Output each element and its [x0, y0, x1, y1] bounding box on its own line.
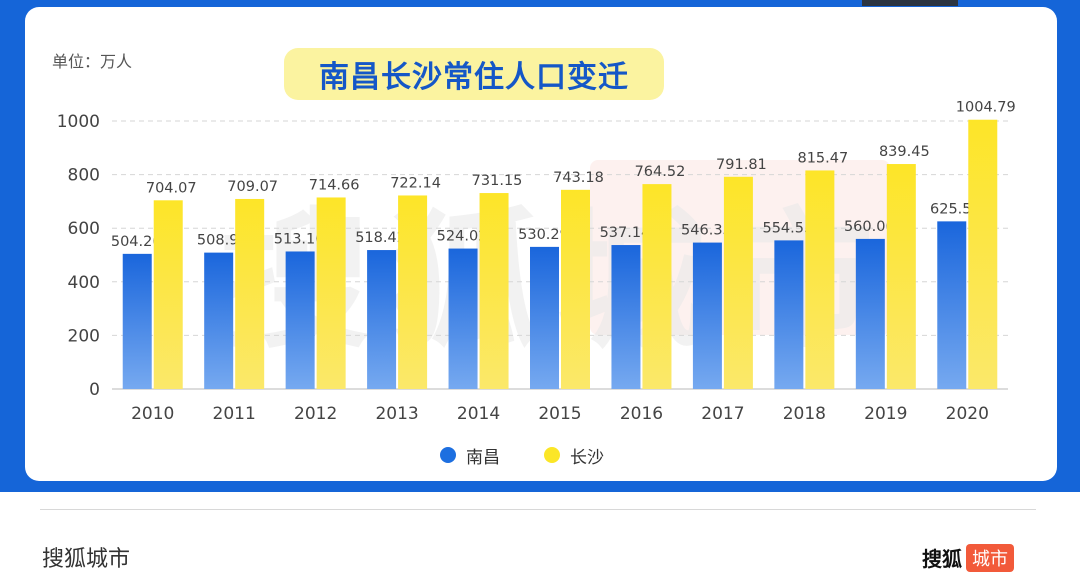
bar: [855, 238, 885, 389]
data-label: 530.29: [518, 227, 569, 243]
bar: [398, 195, 428, 389]
bar: [642, 184, 672, 389]
legend-item-changsha[interactable]: 长沙: [544, 443, 604, 468]
bar: [316, 197, 346, 389]
legend-label-changsha: 长沙: [570, 447, 604, 468]
data-label: 518.42: [355, 230, 406, 246]
legend: 南昌 长沙: [440, 443, 604, 468]
data-label: 1004.79: [956, 100, 1016, 116]
data-label: 731.15: [472, 173, 523, 189]
top-dark-tab: [862, 0, 958, 6]
x-tick-label: 2014: [457, 404, 500, 424]
bar: [479, 193, 509, 389]
x-tick-label: 2019: [864, 404, 907, 424]
y-tick-label: 600: [68, 219, 100, 239]
legend-item-nanchang[interactable]: 南昌: [440, 443, 500, 468]
bar: [448, 248, 478, 389]
footer-logo-badge: 城市: [966, 543, 1014, 572]
footer-divider: [40, 509, 1036, 510]
footer-logo[interactable]: 搜狐 城市: [922, 543, 1014, 572]
data-label: 714.66: [309, 177, 360, 193]
data-label: 709.07: [227, 179, 278, 195]
bar: [204, 252, 234, 389]
x-tick-label: 2011: [213, 404, 256, 424]
x-tick-label: 2010: [131, 404, 174, 424]
bar: [937, 221, 967, 389]
bar: [153, 200, 183, 389]
legend-swatch-nanchang: [440, 447, 456, 463]
data-label: 625.5: [930, 201, 972, 217]
y-tick-label: 1000: [57, 112, 100, 132]
legend-swatch-changsha: [544, 447, 560, 463]
bar: [805, 170, 835, 389]
data-label: 722.14: [390, 175, 441, 191]
bar: [367, 250, 397, 389]
x-tick-label: 2016: [620, 404, 663, 424]
data-label: 508.9: [197, 233, 239, 249]
footer-logo-text: 搜狐: [922, 547, 962, 571]
data-label: 764.52: [635, 164, 686, 180]
bar: [774, 240, 804, 389]
bar: [561, 189, 590, 389]
data-label: 560.06: [844, 219, 895, 235]
data-label: 554.55: [762, 220, 813, 236]
bar: [968, 119, 998, 389]
x-tick-label: 2013: [375, 404, 418, 424]
x-tick-label: 2020: [946, 404, 989, 424]
data-label: 815.47: [797, 150, 848, 166]
data-label: 524.02: [437, 229, 488, 245]
data-label: 839.45: [879, 144, 930, 160]
bar: [692, 242, 722, 389]
data-label: 743.18: [553, 170, 604, 186]
bar: [285, 251, 315, 389]
y-tick-label: 400: [68, 273, 100, 293]
bar: [122, 253, 152, 389]
bar: [886, 164, 916, 389]
legend-label-nanchang: 南昌: [466, 447, 500, 468]
x-tick-label: 2015: [538, 404, 581, 424]
chart-title: 南昌长沙常住人口变迁: [319, 60, 629, 95]
y-tick-label: 200: [68, 326, 100, 346]
unit-label: 单位：万人: [52, 52, 133, 71]
data-label: 546.35: [681, 223, 732, 239]
x-tick-label: 2018: [783, 404, 826, 424]
bar: [530, 246, 559, 389]
footer-source: 搜狐城市: [42, 547, 131, 572]
data-label: 513.16: [274, 231, 325, 247]
bar: [723, 176, 753, 389]
title-box: 南昌长沙常住人口变迁: [284, 48, 664, 100]
bar: [235, 198, 265, 389]
bar: [611, 245, 641, 389]
x-tick-label: 2012: [294, 404, 337, 424]
data-label: 791.81: [716, 157, 767, 173]
x-tick-label: 2017: [701, 404, 744, 424]
y-tick-label: 800: [68, 166, 100, 186]
data-label: 537.14: [600, 225, 651, 241]
data-label: 704.07: [146, 180, 197, 196]
y-tick-label: 0: [89, 380, 100, 400]
data-label: 504.26: [111, 234, 162, 250]
